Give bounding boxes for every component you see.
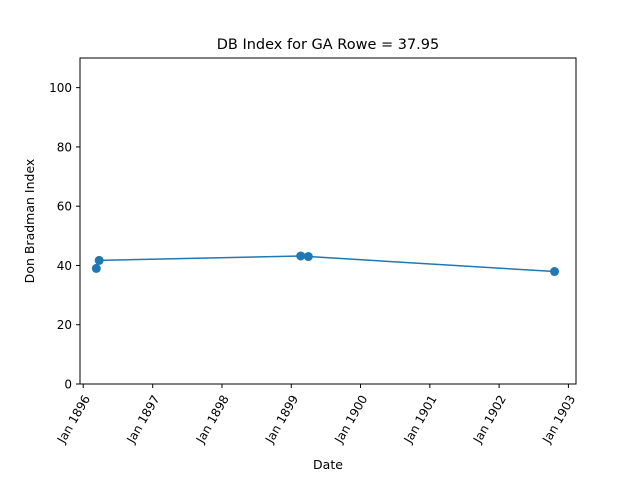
data-point [91,263,101,273]
y-tick-label: 40 [57,259,72,273]
y-axis-label: Don Bradman Index [22,159,37,284]
y-tick-label: 80 [57,140,72,154]
data-point [94,255,104,265]
plot-area [91,251,560,277]
data-point [303,252,313,262]
data-point [550,267,560,277]
y-tick-label: 60 [57,200,72,214]
y-tick-label: 20 [57,318,72,332]
y-tick-label: 100 [49,81,72,95]
data-point [296,251,306,261]
chart-title: DB Index for GA Rowe = 37.95 [217,37,440,53]
plot-frame [79,57,577,385]
y-tick-label: 0 [64,378,72,392]
x-axis-label: Date [313,457,343,472]
